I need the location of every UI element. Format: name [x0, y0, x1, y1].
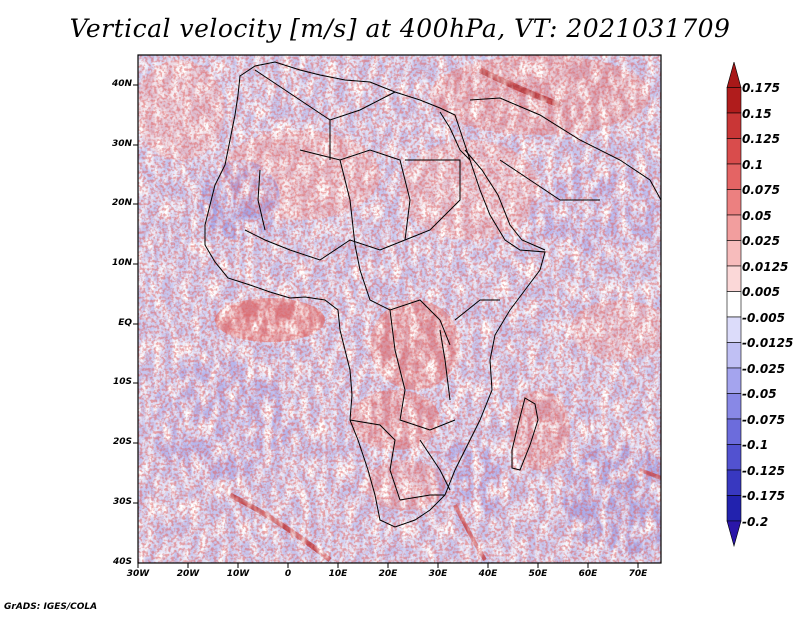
colorbar-box — [726, 316, 742, 343]
field-shading — [138, 55, 661, 563]
lon-label-10w: 10W — [226, 569, 250, 579]
colorbar-label-7: 0.025 — [742, 234, 780, 248]
colorbar-box — [726, 367, 742, 394]
colorbar-label-17: -0.175 — [742, 489, 785, 503]
colorbar-label-16: -0.125 — [742, 464, 785, 478]
colorbar — [726, 62, 742, 548]
colorbar-label-3: 0.125 — [742, 132, 780, 146]
colorbar-label-15: -0.1 — [742, 438, 769, 452]
colorbar-label-2: 0.15 — [742, 107, 772, 121]
colorbar-box — [726, 495, 742, 522]
lon-label-60e: 60E — [578, 569, 598, 579]
colorbar-box — [726, 214, 742, 241]
lat-label-40n: 40N — [111, 79, 132, 89]
lon-label-20e: 20E — [378, 569, 398, 579]
lat-label-40s: 40S — [112, 557, 132, 567]
colorbar-min-triangle — [726, 520, 742, 548]
lat-label-eq: EQ — [118, 318, 132, 328]
lon-label-30w: 30W — [126, 569, 150, 579]
colorbar-box — [726, 87, 742, 114]
colorbar-box — [726, 444, 742, 471]
lon-label-30e: 30E — [428, 569, 448, 579]
colorbar-label-12: -0.025 — [742, 362, 785, 376]
colorbar-label-14: -0.075 — [742, 413, 785, 427]
lat-label-20s: 20S — [112, 437, 132, 447]
colorbar-box — [726, 393, 742, 420]
colorbar-box — [726, 265, 742, 292]
colorbar-label-10: -0.005 — [742, 311, 785, 325]
lat-label-10n: 10N — [111, 258, 132, 268]
colorbar-box — [726, 342, 742, 369]
lon-label-70e: 70E — [628, 569, 648, 579]
colorbar-max-triangle — [726, 62, 742, 88]
chart-title: Vertical velocity [m/s] at 400hPa, VT: 2… — [69, 14, 731, 43]
lon-label-0: 0 — [284, 569, 292, 579]
lat-label-30s: 30S — [112, 497, 132, 507]
colorbar-label-18: -0.2 — [742, 515, 769, 529]
colorbar-box — [726, 291, 742, 318]
colorbar-box — [726, 418, 742, 445]
lat-label-30n: 30N — [111, 139, 132, 149]
colorbar-label-1: 0.175 — [742, 81, 780, 95]
lon-label-40e: 40E — [478, 569, 498, 579]
colorbar-label-11: -0.0125 — [742, 336, 794, 350]
colorbar-label-9: 0.005 — [742, 285, 780, 299]
colorbar-box — [726, 112, 742, 139]
lon-label-10e: 10E — [328, 569, 348, 579]
colorbar-label-8: 0.0125 — [742, 260, 789, 274]
colorbar-box — [726, 240, 742, 267]
coastlines — [204, 61, 661, 528]
lat-label-10s: 10S — [112, 377, 132, 387]
axis-ticks — [133, 84, 639, 568]
colorbar-label-4: 0.1 — [742, 158, 764, 172]
colorbar-box — [726, 469, 742, 496]
lat-label-20n: 20N — [111, 198, 132, 208]
colorbar-label-6: 0.05 — [742, 209, 772, 223]
plot-frame — [137, 54, 662, 564]
colorbar-box — [726, 163, 742, 190]
colorbar-label-13: -0.05 — [742, 387, 777, 401]
lon-label-20w: 20W — [176, 569, 200, 579]
lon-label-50e: 50E — [528, 569, 548, 579]
colorbar-label-5: 0.075 — [742, 183, 780, 197]
grads-credit: GrADS: IGES/COLA — [4, 602, 98, 612]
colorbar-box — [726, 189, 742, 216]
colorbar-box — [726, 138, 742, 165]
